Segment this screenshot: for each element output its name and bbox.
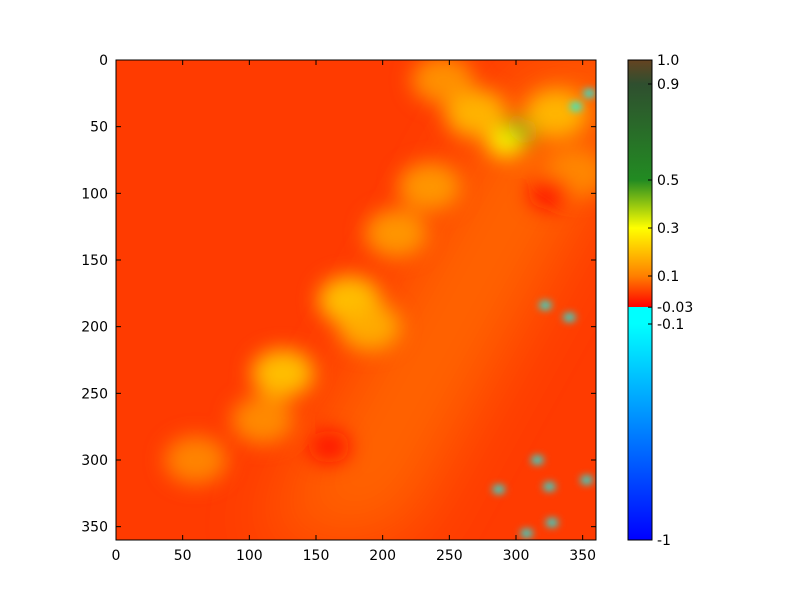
x-tick-label: 150 — [303, 548, 330, 564]
y-tick-label: 300 — [81, 453, 108, 469]
x-tick-label: 250 — [436, 548, 463, 564]
heatmap-blob-9 — [398, 162, 461, 211]
heatmap-blob-12 — [411, 60, 474, 104]
x-tick-label: 0 — [112, 548, 121, 564]
x-tick-label: 350 — [569, 548, 596, 564]
colorbar-bar — [627, 59, 653, 541]
heatmap-negative-patch-22 — [580, 476, 593, 484]
heatmap-negative-patch-24 — [546, 518, 558, 527]
heatmap-blob-11 — [164, 436, 228, 484]
heatmap-blob-6 — [338, 302, 401, 351]
heatmap-blob-10 — [231, 396, 294, 444]
colorbar-tick-label: 0.3 — [657, 221, 679, 237]
heatmap-negative-patch-20 — [492, 485, 505, 494]
heatmap-negative-patches — [492, 89, 596, 538]
heatmap-blob-15 — [308, 430, 351, 463]
colorbar-tick-label: 1.0 — [657, 53, 679, 69]
heatmap-blob-14 — [528, 177, 571, 210]
heatmap-band-layer — [259, 60, 596, 540]
x-tick-label: 200 — [369, 548, 396, 564]
heatmap-negative-patch-16 — [583, 89, 596, 98]
y-tick-label: 200 — [81, 320, 108, 336]
heatmap-negative-patch-21 — [543, 482, 556, 491]
y-tick-label: 150 — [81, 253, 108, 269]
heatmap-band — [259, 60, 596, 540]
heatmap-blob-3 — [444, 89, 508, 138]
colorbar-tick-label: 0.9 — [657, 77, 679, 93]
heatmap-blob-2 — [487, 128, 524, 157]
heatmap-blob-4 — [524, 89, 588, 138]
y-tick-label: 50 — [90, 120, 108, 136]
heatmap-plot-area — [116, 60, 596, 540]
y-tick-label: 250 — [81, 386, 108, 402]
heatmap-negative-patch-19 — [563, 313, 576, 322]
heatmap-blob-8 — [364, 209, 428, 258]
heatmap-negative-patch-18 — [539, 301, 552, 310]
colorbar-tick-label: -0.1 — [657, 317, 684, 333]
y-tick-label: 350 — [81, 520, 108, 536]
heatmap-negative-patch-23 — [520, 529, 533, 538]
x-tick-label: 100 — [236, 548, 263, 564]
x-axis: 0 50 100 150 200 250 300 350 — [112, 60, 596, 564]
colorbar-tick-label: 0.1 — [657, 269, 679, 285]
heatmap-blob-layer — [164, 60, 596, 484]
x-tick-label: 300 — [503, 548, 530, 564]
heatmap-blob-7 — [251, 349, 314, 398]
y-axis: 0 50 100 150 200 250 300 350 — [81, 53, 596, 536]
colorbar-tick-label: -0.03 — [657, 300, 693, 316]
y-tick-label: 100 — [81, 186, 108, 202]
y-tick-label: 0 — [99, 53, 108, 69]
heatmap-negative-patch-17 — [570, 102, 582, 111]
x-tick-label: 50 — [174, 548, 192, 564]
colorbar-tick-label: 0.5 — [657, 173, 679, 189]
colorbar: 1.0 0.9 0.5 0.3 0.1 -0.03-0.1 -1 — [627, 53, 693, 549]
colorbar-tick-label: -1 — [657, 533, 671, 549]
plot-frame — [115, 59, 597, 541]
colorbar-ticks: 1.0 0.9 0.5 0.3 0.1 -0.03-0.1 -1 — [648, 53, 693, 549]
heatmap-negative-patch-25 — [531, 456, 544, 464]
